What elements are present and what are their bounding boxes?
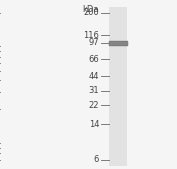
Text: 200: 200 [83, 8, 99, 17]
Text: 31: 31 [88, 86, 99, 95]
Text: 22: 22 [89, 101, 99, 110]
Text: 66: 66 [88, 55, 99, 64]
Text: 116: 116 [83, 31, 99, 40]
Text: 97: 97 [88, 39, 99, 47]
Text: 44: 44 [89, 72, 99, 81]
Text: kDa: kDa [83, 5, 99, 14]
Text: 14: 14 [89, 120, 99, 129]
Text: 6: 6 [94, 155, 99, 164]
FancyBboxPatch shape [109, 7, 127, 166]
